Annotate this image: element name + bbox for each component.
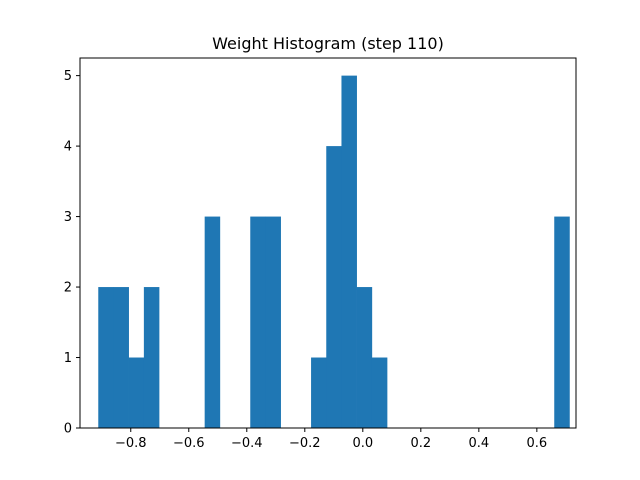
chart-title: Weight Histogram (step 110)	[212, 34, 444, 53]
histogram-bar	[204, 216, 221, 428]
y-tick-label: 3	[64, 210, 72, 225]
histogram-bar	[128, 357, 145, 428]
histogram-bar	[143, 287, 160, 428]
x-tick-label: 0.4	[468, 436, 489, 451]
histogram-bar	[356, 287, 373, 428]
x-tick-label: 0.0	[352, 436, 373, 451]
y-tick-label: 0	[64, 422, 72, 437]
x-tick-label: −0.4	[231, 436, 263, 451]
x-tick-label: −0.6	[173, 436, 205, 451]
y-tick-label: 2	[64, 281, 72, 296]
histogram-bar	[554, 216, 570, 428]
plot-area-frame	[79, 57, 577, 429]
bars-group	[98, 75, 570, 429]
histogram-bar	[341, 75, 357, 429]
x-tick-label: −0.8	[115, 436, 147, 451]
x-tick-label: 0.2	[410, 436, 431, 451]
histogram-bar	[98, 287, 114, 428]
y-axis-ticks: 0 1 2 3 4 5	[64, 69, 80, 437]
histogram-bar	[113, 287, 129, 428]
histogram-bar	[250, 216, 266, 428]
x-axis-ticks: −0.8 −0.6 −0.4 −0.2 0.0 0.2 0.4 0.6	[115, 428, 547, 451]
y-tick-label: 5	[64, 69, 72, 84]
histogram-bar	[311, 357, 327, 428]
y-tick-label: 4	[64, 140, 72, 155]
histogram-bar	[265, 216, 281, 428]
histogram-bar	[326, 146, 342, 428]
x-tick-label: −0.2	[289, 436, 321, 451]
x-tick-label: 0.6	[526, 436, 547, 451]
histogram-bar	[371, 357, 388, 428]
y-tick-label: 1	[64, 351, 72, 366]
